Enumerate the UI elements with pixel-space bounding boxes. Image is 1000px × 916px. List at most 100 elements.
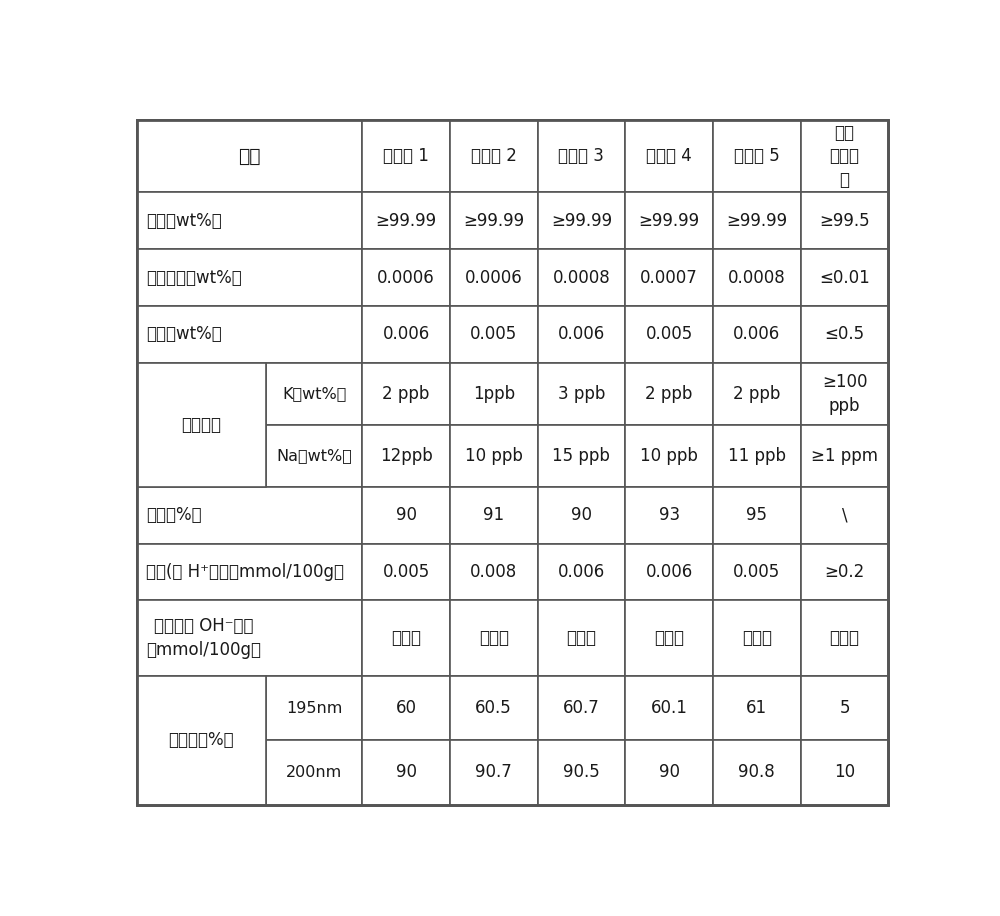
Bar [538, 363, 625, 425]
Text: 实施例 4: 实施例 4 [646, 147, 692, 166]
Bar [137, 486, 362, 543]
Bar [538, 676, 625, 740]
Text: 60.5: 60.5 [475, 699, 512, 717]
Bar [538, 486, 625, 543]
Bar [801, 676, 888, 740]
Text: 0.006: 0.006 [645, 563, 693, 581]
Text: 60.1: 60.1 [651, 699, 688, 717]
Bar [362, 425, 450, 486]
Text: 0.006: 0.006 [558, 563, 605, 581]
Bar [538, 192, 625, 249]
Text: 10 ppb: 10 ppb [640, 447, 698, 464]
Text: ≥99.99: ≥99.99 [726, 212, 787, 230]
Bar [625, 543, 713, 600]
Bar [801, 306, 888, 363]
Text: 60: 60 [396, 699, 417, 717]
Text: 纯度（wt%）: 纯度（wt%） [146, 212, 222, 230]
Text: 实施例 3: 实施例 3 [558, 147, 604, 166]
Bar [538, 121, 625, 192]
Text: 收率（%）: 收率（%） [146, 507, 202, 524]
Text: 2 ppb: 2 ppb [645, 385, 693, 403]
Text: 12ppb: 12ppb [380, 447, 432, 464]
Bar [450, 676, 538, 740]
Bar [362, 740, 450, 804]
Bar [450, 192, 538, 249]
Bar [538, 249, 625, 306]
Bar [450, 306, 538, 363]
Bar [625, 676, 713, 740]
Text: 90.7: 90.7 [475, 764, 512, 781]
Text: 0.005: 0.005 [382, 563, 430, 581]
Text: 90.8: 90.8 [738, 764, 775, 781]
Text: 3 ppb: 3 ppb [558, 385, 605, 403]
Bar [538, 306, 625, 363]
Text: 1ppb: 1ppb [473, 385, 515, 403]
Text: ≥99.99: ≥99.99 [375, 212, 437, 230]
Bar [266, 363, 362, 425]
Bar [362, 192, 450, 249]
Bar [713, 600, 801, 676]
Bar [801, 192, 888, 249]
Text: 酸度(以 H⁺计）（mmol/100g）: 酸度(以 H⁺计）（mmol/100g） [146, 563, 344, 581]
Bar [801, 486, 888, 543]
Text: 透过率（%）: 透过率（%） [169, 731, 234, 749]
Text: 0.0006: 0.0006 [377, 268, 435, 287]
Text: 未检出: 未检出 [391, 629, 421, 648]
Text: 未检出: 未检出 [654, 629, 684, 648]
Bar [713, 306, 801, 363]
Text: K（wt%）: K（wt%） [282, 387, 346, 401]
Bar [625, 249, 713, 306]
Text: 90: 90 [571, 507, 592, 524]
Text: 蕃发残渣（wt%）: 蕃发残渣（wt%） [146, 268, 242, 287]
Bar [137, 600, 362, 676]
Bar [713, 740, 801, 804]
Bar [266, 676, 362, 740]
Bar [137, 363, 266, 486]
Bar [713, 543, 801, 600]
Text: 未检出: 未检出 [566, 629, 596, 648]
Text: 水分（wt%）: 水分（wt%） [146, 325, 222, 344]
Bar [137, 192, 362, 249]
Text: 90.5: 90.5 [563, 764, 600, 781]
Bar [450, 121, 538, 192]
Text: 0.0008: 0.0008 [553, 268, 610, 287]
Bar [801, 425, 888, 486]
Bar [450, 543, 538, 600]
Bar [362, 121, 450, 192]
Bar [362, 306, 450, 363]
Bar [713, 192, 801, 249]
Bar [538, 543, 625, 600]
Text: 61: 61 [746, 699, 767, 717]
Bar [801, 740, 888, 804]
Bar [713, 249, 801, 306]
Text: 0.006: 0.006 [382, 325, 430, 344]
Text: 名称: 名称 [238, 147, 261, 166]
Bar [450, 249, 538, 306]
Bar [713, 676, 801, 740]
Text: 0.005: 0.005 [733, 563, 780, 581]
Bar [450, 600, 538, 676]
Text: 0.005: 0.005 [645, 325, 693, 344]
Text: 0.0008: 0.0008 [728, 268, 786, 287]
Text: 未检出: 未检出 [742, 629, 772, 648]
Bar [362, 363, 450, 425]
Bar [538, 740, 625, 804]
Text: ≥99.99: ≥99.99 [551, 212, 612, 230]
Text: ≥100
ppb: ≥100 ppb [822, 373, 867, 415]
Bar [538, 600, 625, 676]
Bar [625, 600, 713, 676]
Bar [137, 676, 266, 804]
Text: 金属含量: 金属含量 [181, 416, 221, 434]
Text: ≥99.99: ≥99.99 [639, 212, 700, 230]
Text: 15 ppb: 15 ppb [552, 447, 610, 464]
Bar [362, 249, 450, 306]
Bar [625, 740, 713, 804]
Text: 11 ppb: 11 ppb [728, 447, 786, 464]
Text: 90: 90 [396, 507, 417, 524]
Bar [801, 121, 888, 192]
Text: 2 ppb: 2 ppb [382, 385, 430, 403]
Text: 未检出: 未检出 [830, 629, 860, 648]
Text: 原料
乙酸乙
酯: 原料 乙酸乙 酯 [830, 124, 860, 189]
Text: 未检出: 未检出 [479, 629, 509, 648]
Bar [450, 363, 538, 425]
